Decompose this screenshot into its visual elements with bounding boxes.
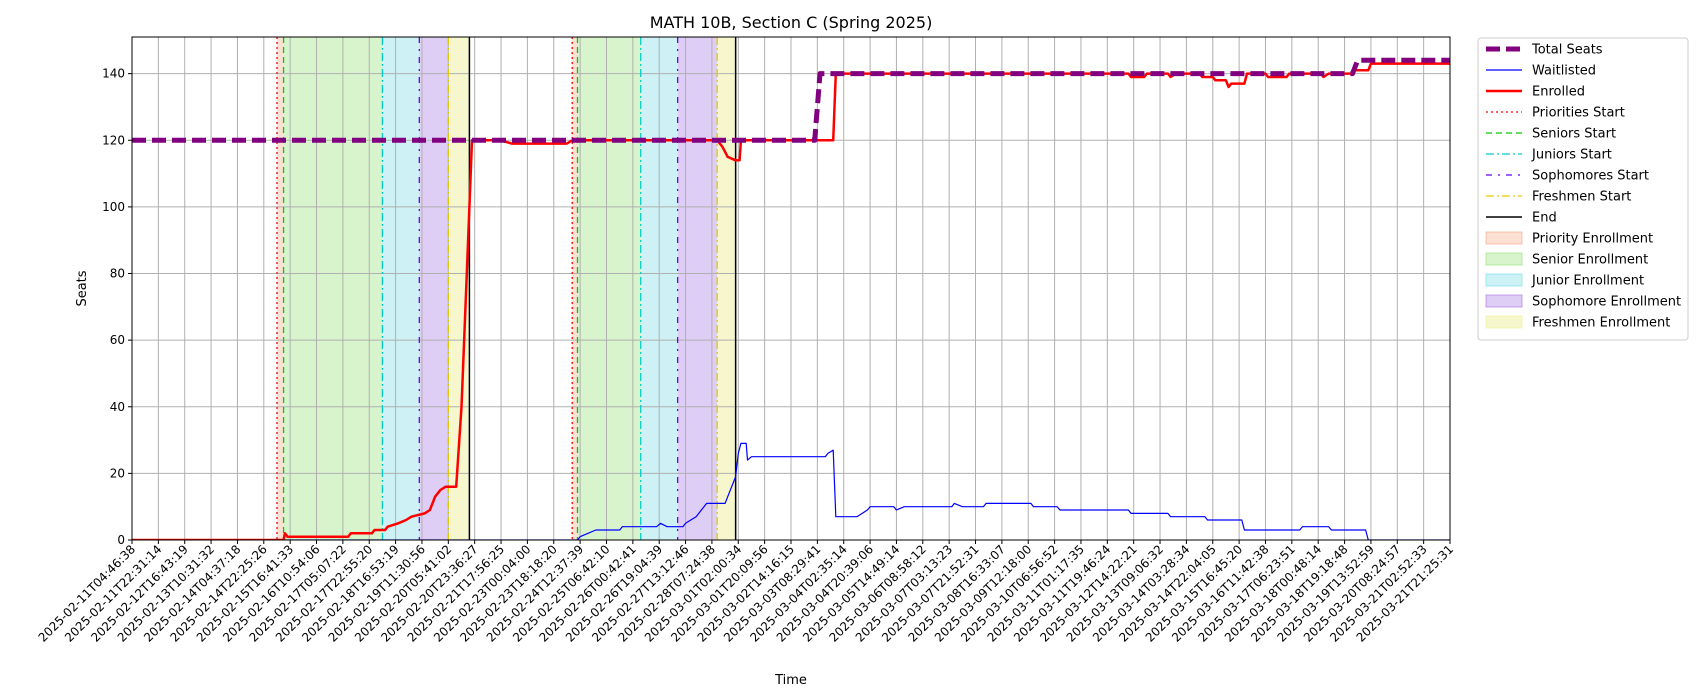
shaded-regions bbox=[276, 37, 736, 540]
legend: Total Seats Waitlisted Enrolled Priorities … bbox=[1477, 37, 1689, 341]
shaded-region-priority-enrollment-1 bbox=[276, 37, 284, 540]
legend-swatch-junior-enrollment bbox=[1485, 273, 1523, 287]
y-axis-label: Seats bbox=[75, 270, 90, 306]
legend-label-freshmen-start: Freshmen Start bbox=[1532, 190, 1631, 205]
legend-label-waitlisted: Waitlisted bbox=[1532, 64, 1596, 79]
legend-label-juniors-start: Juniors Start bbox=[1531, 148, 1612, 163]
legend-swatch-sophomore-enrollment bbox=[1485, 294, 1523, 308]
shaded-region-senior-enrollment-1 bbox=[283, 37, 383, 540]
legend-label-freshmen-enrollment: Freshmen Enrollment bbox=[1532, 316, 1670, 331]
legend-swatch-priority-enrollment bbox=[1485, 231, 1523, 245]
series-enrolled bbox=[132, 62, 1450, 540]
legend-label-total-seats: Total Seats bbox=[1531, 43, 1603, 58]
y-tick-label: 140 bbox=[102, 67, 125, 81]
legend-label-priority-enrollment: Priority Enrollment bbox=[1532, 232, 1653, 247]
chart-title: MATH 10B, Section C (Spring 2025) bbox=[650, 13, 933, 32]
y-tick-label: 0 bbox=[117, 533, 125, 547]
legend-label-sophomore-enrollment: Sophomore Enrollment bbox=[1532, 295, 1681, 310]
x-axis-ticks: 2025-02-11T04:46:382025-02-11T22:31:1420… bbox=[36, 540, 1456, 645]
x-axis-label: Time bbox=[774, 673, 807, 688]
legend-box bbox=[1477, 37, 1689, 341]
legend-label-junior-enrollment: Junior Enrollment bbox=[1531, 274, 1644, 289]
shaded-region-freshmen-enrollment-1 bbox=[448, 37, 470, 540]
y-tick-label: 80 bbox=[110, 267, 125, 281]
shaded-region-senior-enrollment-2 bbox=[577, 37, 641, 540]
legend-label-senior-enrollment: Senior Enrollment bbox=[1532, 253, 1648, 268]
legend-label-seniors-start: Seniors Start bbox=[1532, 127, 1616, 142]
series-waitlisted bbox=[132, 442, 1450, 540]
y-tick-label: 120 bbox=[102, 133, 125, 147]
shaded-region-freshmen-enrollment-2 bbox=[717, 37, 736, 540]
legend-label-priorities-start: Priorities Start bbox=[1532, 106, 1625, 121]
shaded-region-priority-enrollment-2 bbox=[572, 37, 578, 540]
shaded-region-sophomore-enrollment-2 bbox=[677, 37, 718, 540]
shaded-region-sophomore-enrollment-1 bbox=[419, 37, 449, 540]
legend-swatch-freshmen-enrollment bbox=[1485, 315, 1523, 329]
vertical-markers bbox=[276, 37, 737, 540]
legend-label-enrolled: Enrolled bbox=[1532, 85, 1585, 100]
legend-swatch-senior-enrollment bbox=[1485, 252, 1523, 266]
shaded-region-junior-enrollment-1 bbox=[382, 37, 420, 540]
y-tick-label: 100 bbox=[102, 200, 125, 214]
legend-label-sophomores-start: Sophomores Start bbox=[1532, 169, 1649, 184]
data-series bbox=[132, 57, 1450, 540]
y-tick-label: 60 bbox=[110, 333, 125, 347]
series-total-seats bbox=[132, 57, 1450, 143]
y-tick-label: 20 bbox=[110, 466, 125, 480]
legend-label-end: End bbox=[1532, 211, 1557, 226]
y-tick-label: 40 bbox=[110, 400, 125, 414]
y-axis-ticks: 0 20 40 60 80 100 120 140 bbox=[102, 67, 132, 547]
